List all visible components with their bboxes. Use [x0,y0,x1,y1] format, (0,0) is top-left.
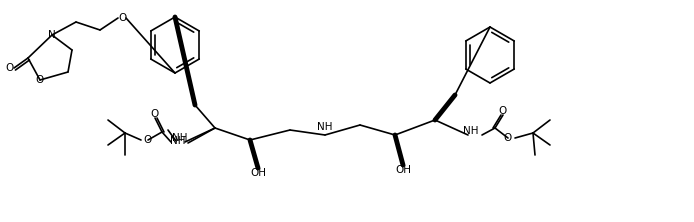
Text: O: O [119,13,127,23]
Text: O: O [36,75,44,85]
Text: NH: NH [464,126,479,136]
Text: NH: NH [317,122,332,132]
Text: O: O [504,133,512,143]
Text: NH: NH [171,136,186,146]
Text: OH: OH [395,165,411,175]
Text: O: O [499,106,507,116]
Text: N: N [48,30,56,40]
Text: NH: NH [172,133,188,143]
Text: O: O [144,135,152,145]
Text: O: O [151,109,159,119]
Text: O: O [6,63,14,73]
Text: OH: OH [250,168,266,178]
